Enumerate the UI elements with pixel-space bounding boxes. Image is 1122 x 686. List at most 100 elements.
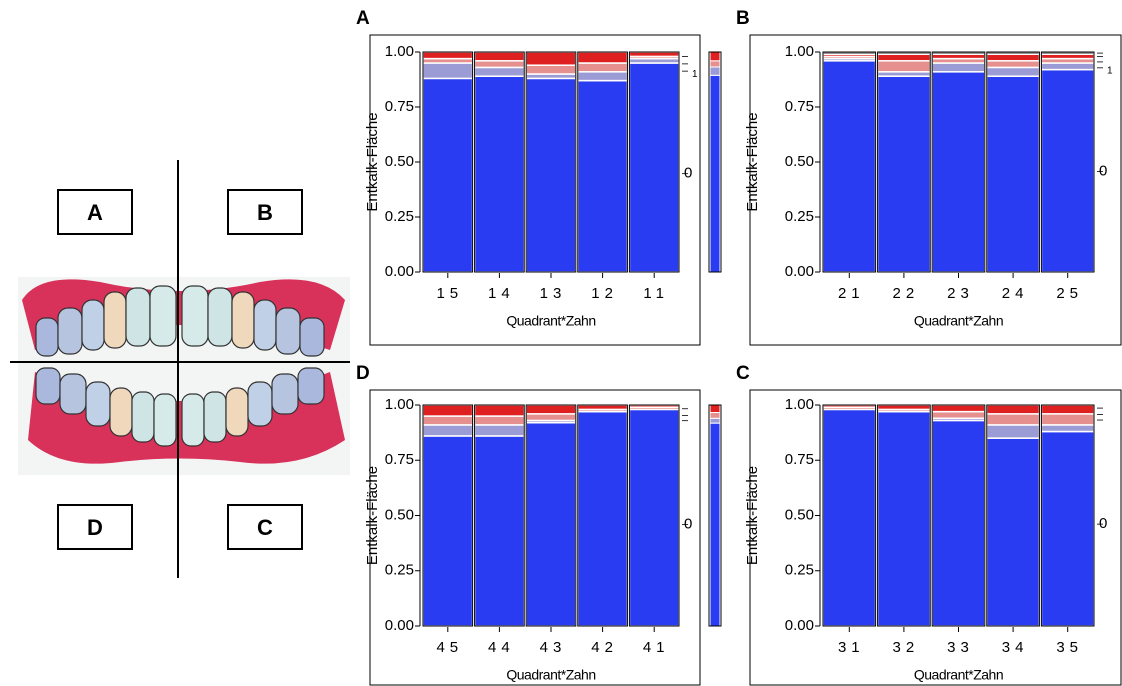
legend-swatch [709,417,721,424]
y-tick-label: 0.00 [385,617,414,634]
quadrant-box [57,189,133,235]
bar-segment [986,53,1041,62]
legend-swatch [709,51,721,62]
bar-segment [876,404,931,411]
bar-segment [931,419,986,627]
bar-segment [473,75,525,273]
bar-segment [876,53,931,62]
bar-outline [1040,51,1095,273]
bar-segment [986,60,1041,69]
x-tick-label: 42 [591,639,618,656]
bar-segment [473,415,525,426]
bar-segment [525,51,577,66]
legend-swatch [709,412,721,419]
y-tick-label: 0.50 [785,506,814,523]
bar-segment [577,62,629,73]
bar-outline [931,404,986,627]
x-tick-label: 35 [1056,639,1083,656]
bar-outline [474,51,525,273]
bar-segment [577,51,629,64]
x-axis-label: Quadrant*Zahn [914,313,1003,329]
bar-outline [422,404,474,627]
bar-segment [628,51,680,58]
bar-segment [1040,62,1095,71]
bar-segment [577,404,629,411]
bar-outline [986,51,1040,273]
bar-segment [422,77,474,273]
bar-outline [577,404,628,627]
bar-outline [877,404,931,627]
x-tick-label: 23 [947,285,974,302]
bar-segment [1040,404,1095,415]
x-tick-label: 22 [893,285,920,302]
bar-segment [422,62,474,80]
legend-label: 0 [684,165,692,182]
x-tick-label: 15 [436,285,463,302]
upper-teeth [35,285,325,357]
bar-segment [473,51,525,62]
bar-segment [876,410,931,627]
y-tick-label: 0.00 [385,263,414,280]
bar-outline [422,51,474,273]
bar-outline [525,51,577,273]
bar-segment [931,71,986,273]
bar-segment [1040,68,1095,273]
y-tick-label: 0.75 [385,98,414,115]
x-tick-label: 31 [838,639,865,656]
y-tick-label: 0.25 [785,208,814,225]
x-tick-label: 24 [1002,285,1029,302]
panel-title: B [736,8,750,29]
legend-label: 0 [1099,515,1107,532]
bar-outline [822,51,877,273]
legend-label: 0 [684,516,692,533]
bar-segment [577,410,629,627]
bar-segment [1040,413,1095,426]
y-tick-label: 0.50 [385,506,414,523]
bar-outline [1040,404,1095,627]
bar-outline [986,404,1040,627]
legend-swatch [709,60,721,68]
legend-label: 1 [692,69,698,80]
quadrant-label: D [87,515,103,540]
bar-outline [577,51,628,273]
bar-segment [473,435,525,627]
bar-segment [577,79,629,273]
y-tick-label: 0.25 [385,562,414,579]
bar-segment [422,424,474,437]
y-tick-label: 0.50 [385,153,414,170]
legend-label: 0 [1099,162,1107,179]
y-tick-label: 1.00 [785,43,814,60]
bar-segment [422,435,474,627]
quadrant-label: C [257,515,273,540]
panel-frame [749,34,1122,346]
bar-segment [931,62,986,73]
legend-swatch [709,74,721,273]
bar-segment [525,413,577,422]
x-tick-label: 21 [838,285,865,302]
quadrant-box [227,504,303,550]
bar-outline [525,404,577,627]
bar-segment [422,51,474,60]
x-axis-label: Quadrant*Zahn [506,313,595,329]
y-tick-label: 0.25 [385,208,414,225]
bar-segment [422,415,474,426]
legend-label: 1 [1107,65,1113,76]
bar-outline [877,51,931,273]
panel-frame [369,34,701,346]
y-tick-label: 0.75 [785,451,814,468]
panel-frame [369,389,701,686]
bar-segment [931,410,986,420]
y-tick-label: 0.00 [785,263,814,280]
legend-swatch [709,66,721,76]
x-tick-label: 34 [1002,639,1029,656]
teeth-illustration [10,160,350,578]
legend-outline [708,51,722,273]
bar-segment [986,404,1041,415]
bar-segment [1040,430,1095,627]
lower-teeth [35,367,325,447]
y-tick-label: 0.75 [785,98,814,115]
bar-segment [986,66,1041,77]
x-axis-label: Quadrant*Zahn [914,667,1003,683]
bar-segment [473,60,525,69]
